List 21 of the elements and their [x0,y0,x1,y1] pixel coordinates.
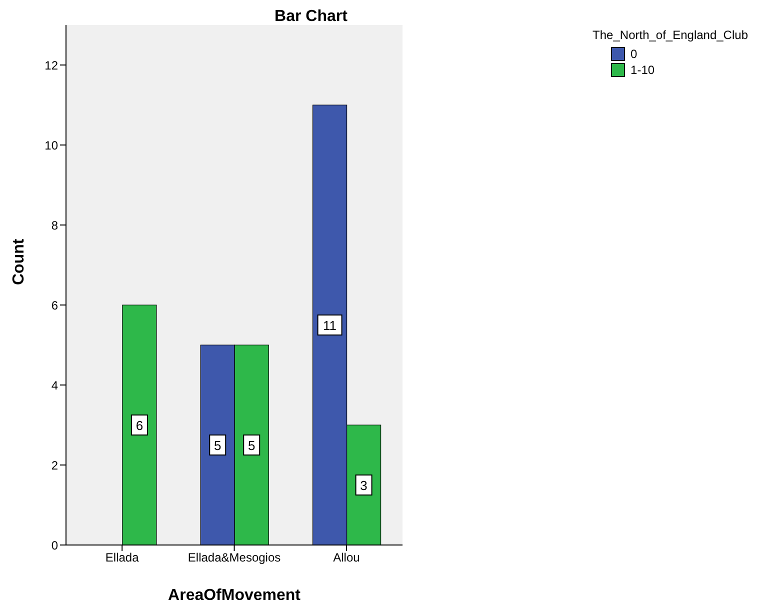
legend-label: 1-10 [630,63,655,77]
data-label: 5 [214,438,222,453]
x-tick-label: Ellada&Mesogios [188,550,281,565]
legend-title: The_North_of_England_Club [592,28,748,42]
y-tick-label: 4 [51,378,58,392]
y-tick-label: 12 [44,58,58,72]
y-axis-title: Count [10,238,28,285]
y-tick-label: 10 [44,138,58,152]
y-tick-label: 8 [51,218,58,232]
x-tick-label: Allou [333,550,360,565]
data-label: 6 [136,418,144,433]
y-tick-label: 6 [51,298,58,312]
x-axis-title: AreaOfMovement [168,587,302,604]
legend-label: 0 [630,47,638,61]
y-tick-label: 0 [51,538,58,552]
data-label: 5 [248,438,256,453]
chart-title: Bar Chart [274,8,348,26]
data-label: 3 [360,478,368,493]
y-tick-label: 2 [51,458,58,472]
x-tick-label: Ellada [105,550,140,565]
data-label: 11 [323,318,337,333]
